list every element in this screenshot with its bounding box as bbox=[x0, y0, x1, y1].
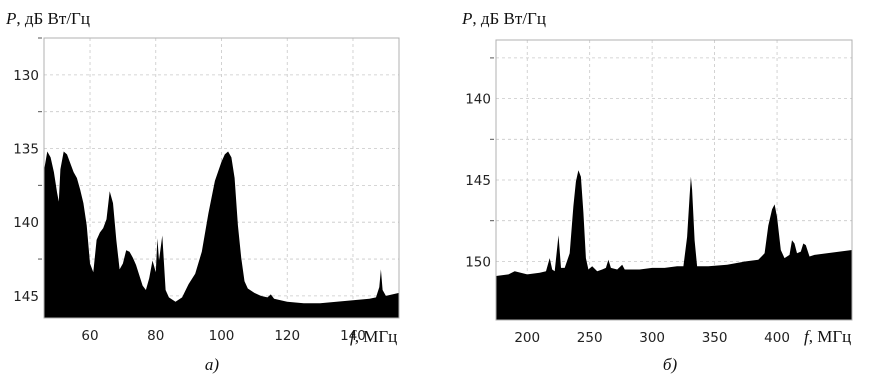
y-tick-label: 150 bbox=[465, 254, 491, 270]
x-tick-label: 120 bbox=[274, 328, 300, 344]
x-axis-label-a: f, МГц bbox=[350, 327, 397, 346]
y-axis-symbol-a: P bbox=[5, 9, 16, 28]
x-axis-unit-b: , МГц bbox=[809, 327, 852, 346]
panel-a: 130 135 140 145 60 80 100 120 140 P, дБ Вт/Гц f… bbox=[5, 9, 400, 374]
y-tick-label: 140 bbox=[465, 92, 491, 108]
y-ticks-a: 130 135 140 145 bbox=[13, 37, 42, 305]
y-axis-label-a: P, дБ Вт/Гц bbox=[5, 9, 90, 28]
panel-label-a: а) bbox=[205, 355, 220, 374]
x-tick-label: 100 bbox=[209, 328, 235, 344]
y-tick-label: 140 bbox=[13, 215, 39, 231]
y-axis-unit-a: , дБ Вт/Гц bbox=[16, 9, 90, 28]
plot-frame-a bbox=[43, 37, 400, 319]
spectrum-area-b bbox=[496, 170, 852, 320]
x-tick-label: 80 bbox=[147, 328, 164, 344]
y-tick-label: 135 bbox=[13, 142, 39, 158]
x-axis-symbol-b: f bbox=[804, 327, 811, 346]
x-ticks-b: 200 250 300 350 400 bbox=[514, 330, 790, 346]
plot-frame-b bbox=[495, 39, 853, 321]
x-ticks-a: 60 80 100 120 140 bbox=[81, 328, 365, 344]
x-axis-symbol-a: f bbox=[350, 327, 357, 346]
x-tick-label: 300 bbox=[639, 330, 665, 346]
y-tick-label: 130 bbox=[13, 68, 39, 84]
y-tick-label: 145 bbox=[13, 289, 39, 305]
y-axis-label-b: P, дБ Вт/Гц bbox=[461, 9, 546, 28]
x-axis-unit-a: , МГц bbox=[355, 327, 398, 346]
y-ticks-b: 140 145 150 bbox=[465, 57, 494, 270]
x-tick-label: 350 bbox=[702, 330, 728, 346]
x-axis-label-b: f, МГц bbox=[804, 327, 851, 346]
y-tick-label: 145 bbox=[465, 173, 491, 189]
y-axis-symbol-b: P bbox=[461, 9, 472, 28]
panel-label-b: б) bbox=[663, 355, 678, 374]
y-axis-unit-b: , дБ Вт/Гц bbox=[472, 9, 546, 28]
x-tick-label: 60 bbox=[81, 328, 98, 344]
panel-b: 140 145 150 200 250 300 350 400 P, дБ Вт/Гц f,… bbox=[461, 9, 853, 374]
spectrum-area-a bbox=[44, 151, 399, 318]
x-tick-label: 200 bbox=[514, 330, 540, 346]
x-tick-label: 400 bbox=[764, 330, 790, 346]
x-tick-label: 250 bbox=[577, 330, 603, 346]
x-tick-label: 140 bbox=[340, 328, 366, 344]
